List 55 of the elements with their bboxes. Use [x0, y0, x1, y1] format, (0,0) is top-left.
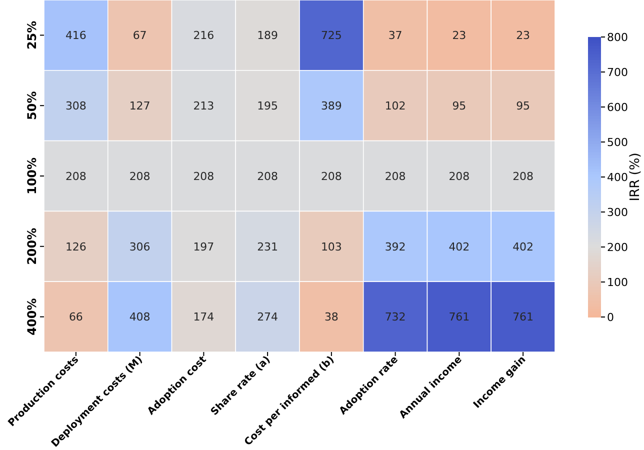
color-bar-title: IRR (%)	[628, 152, 643, 202]
y-tick-label: 200%	[25, 228, 39, 265]
data-label: 127	[129, 99, 150, 112]
data-label: 732	[384, 310, 406, 324]
color-bar-label: 100	[607, 276, 628, 289]
data-label: 416	[65, 29, 86, 42]
data-label: 208	[320, 170, 342, 183]
data-label: 23	[452, 29, 466, 42]
data-label: 208	[65, 170, 86, 183]
color-bar-label: 400	[607, 170, 628, 184]
y-tick-label: 100%	[25, 157, 39, 195]
data-label: 197	[193, 240, 214, 254]
color-bar-label: 800	[607, 30, 628, 44]
data-label: 174	[193, 310, 214, 324]
data-label: 392	[384, 240, 406, 254]
data-label: 402	[448, 240, 470, 254]
data-label: 38	[324, 310, 338, 324]
data-label: 231	[257, 240, 278, 254]
data-label: 213	[193, 99, 214, 112]
data-label: 308	[65, 99, 86, 112]
data-label: 208	[448, 170, 470, 183]
data-label: 725	[320, 29, 342, 42]
color-bar-label: 300	[607, 206, 628, 219]
data-label: 195	[257, 99, 278, 112]
data-label: 95	[516, 99, 530, 112]
data-label: 208	[129, 170, 150, 183]
data-label: 208	[193, 170, 214, 183]
data-label: 208	[257, 170, 278, 183]
y-tick-label: 50%	[25, 91, 39, 120]
data-label: 102	[384, 99, 406, 112]
data-label: 66	[68, 310, 83, 324]
data-label: 23	[516, 29, 530, 42]
data-label: 103	[320, 240, 342, 254]
data-label: 208	[512, 170, 534, 183]
data-label: 761	[448, 310, 470, 324]
data-label: 306	[129, 240, 150, 254]
data-label: 126	[65, 240, 86, 254]
data-label: 216	[193, 29, 214, 42]
color-bar-label: 0	[607, 310, 614, 324]
color-bar-label: 200	[607, 240, 628, 254]
data-label: 402	[512, 240, 534, 254]
color-bar-label: 600	[607, 100, 628, 114]
color-bar-label: 700	[607, 66, 628, 79]
data-label: 208	[384, 170, 406, 183]
data-label: 189	[257, 29, 278, 42]
data-label: 274	[257, 310, 278, 324]
y-tick-label: 400%	[25, 298, 39, 336]
data-label: 37	[388, 29, 402, 42]
y-tick-label: 25%	[25, 20, 39, 50]
data-label: 389	[320, 99, 342, 112]
data-label: 67	[132, 29, 147, 42]
color-bar-label: 500	[607, 136, 628, 149]
data-label: 95	[452, 99, 466, 112]
data-label: 761	[512, 310, 534, 324]
data-label: 408	[129, 310, 150, 324]
